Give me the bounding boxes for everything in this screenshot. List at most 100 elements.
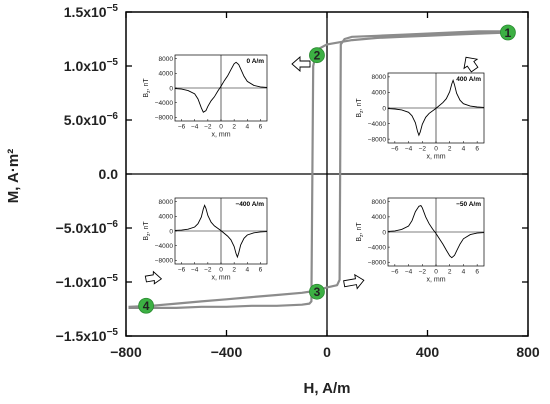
inset-background xyxy=(354,194,488,286)
inset-y-tick-label: 8000 xyxy=(159,199,174,206)
y-tick-label: −1.0x10−5 xyxy=(56,273,119,290)
y-tick-label: −1.5x10−5 xyxy=(56,327,119,344)
inset-0-a-per-m: 8000 4000 0 −4000 −8000 −6 −4 −2 0 2 4 6 x, mm Bz, nT… xyxy=(141,51,271,141)
inset-x-title: x, mm xyxy=(211,275,230,282)
inset-y-tick-label: 4000 xyxy=(372,214,387,221)
inset-x-tick-label: −6 xyxy=(391,146,399,153)
arrow-4-to-inset xyxy=(144,270,163,285)
inset-x-tick-label: −2 xyxy=(204,267,212,274)
x-tick-label: −800 xyxy=(110,344,142,360)
inset-field-annotation: 400 A/m xyxy=(456,76,481,83)
x-tick-label: 800 xyxy=(516,344,540,360)
inset-y-tick-label: −4000 xyxy=(155,100,174,107)
inset-400-a-per-m: 8000 4000 0 −4000 −8000 −6 −4 −2 0 2 4 6 x, mm Bz, nT… xyxy=(354,69,488,163)
inset-x-tick-label: −4 xyxy=(405,146,413,153)
inset-x-tick-label: 2 xyxy=(232,124,236,131)
inset-x-tick-label: −2 xyxy=(204,124,212,131)
inset-x-tick-label: 4 xyxy=(245,267,249,274)
inset-minus-50-a-per-m: 8000 4000 0 −4000 −8000 −6 −4 −2 0 2 4 6 x, mm Bz, nT… xyxy=(354,194,488,286)
inset-y-tick-label: −4000 xyxy=(155,243,174,250)
x-axis-ticks: −800 −400 0 400 800 xyxy=(110,12,540,360)
inset-x-tick-label: 6 xyxy=(259,267,263,274)
y-tick-label: 1.0x10−5 xyxy=(64,57,119,74)
inset-x-tick-label: −4 xyxy=(405,269,413,276)
inset-y-tick-label: −8000 xyxy=(155,258,174,265)
inset-y-tick-label: 0 xyxy=(169,85,173,92)
inset-field-annotation: −400 A/m xyxy=(236,201,265,208)
inset-x-tick-label: 2 xyxy=(232,267,236,274)
inset-y-tick-label: −8000 xyxy=(368,136,387,143)
arrow-2-to-inset xyxy=(291,56,311,72)
inset-x-tick-label: 4 xyxy=(245,124,249,131)
inset-x-tick-label: 4 xyxy=(462,269,466,276)
inset-x-tick-label: 0 xyxy=(219,124,223,131)
inset-x-tick-label: 6 xyxy=(475,146,479,153)
inset-y-tick-label: 4000 xyxy=(159,214,174,221)
inset-bz-curve xyxy=(387,79,485,137)
inset-x-title: x, mm xyxy=(426,154,445,161)
inset-background xyxy=(141,51,271,141)
inset-y-tick-label: −8000 xyxy=(368,260,387,267)
inset-x-tick-label: −6 xyxy=(391,269,399,276)
inset-x-tick-label: −2 xyxy=(419,269,427,276)
loop-markers: 1 2 3 4 xyxy=(138,24,516,314)
inset-x-tick-label: −4 xyxy=(191,267,199,274)
marker-label-3: 3 xyxy=(314,285,321,299)
marker-label-2: 2 xyxy=(314,49,321,63)
inset-x-tick-label: 2 xyxy=(448,146,452,153)
inset-y-tick-label: −8000 xyxy=(155,115,174,122)
y-tick-label: 5.0x10−6 xyxy=(64,111,119,128)
inset-x-tick-label: 6 xyxy=(259,124,263,131)
inset-y-tick-label: 8000 xyxy=(372,199,387,206)
inset-x-tick-label: −2 xyxy=(419,146,427,153)
marker-circle-4 xyxy=(138,297,155,314)
marker-circle-3 xyxy=(309,283,325,300)
y-tick-label: 1.5x10−5 xyxy=(64,3,119,20)
inset-x-tick-label: −6 xyxy=(178,267,186,274)
marker-circle-1 xyxy=(499,24,516,41)
inset-field-annotation: −50 A/m xyxy=(456,201,481,208)
inset-bz-curve xyxy=(174,204,268,259)
inset-y-tick-label: 0 xyxy=(382,229,386,236)
inset-x-tick-label: 0 xyxy=(219,267,223,274)
inset-x-tick-label: 4 xyxy=(462,146,466,153)
marker-circle-2 xyxy=(309,47,325,64)
inset-y-title: Bz, nT xyxy=(143,78,152,98)
inset-y-tick-label: 8000 xyxy=(159,56,174,63)
y-axis-ticks: 1.5x10−5 1.0x10−5 5.0x10−6 0.0 −5.0x10−6 −1.0… xyxy=(56,3,528,344)
inset-y-tick-label: 0 xyxy=(382,105,386,112)
inset-x-title: x, mm xyxy=(211,132,230,139)
x-tick-label: −400 xyxy=(211,344,243,360)
inset-minus-400-a-per-m: 8000 4000 0 −4000 −8000 −6 −4 −2 0 2 4 6 x, mm Bz, nT… xyxy=(141,194,271,284)
inset-x-tick-label: 6 xyxy=(475,269,479,276)
inset-x-tick-label: 2 xyxy=(448,269,452,276)
y-tick-label: 0.0 xyxy=(99,166,119,182)
x-axis-title: H, A/m xyxy=(304,380,351,397)
x-tick-label: 0 xyxy=(323,344,331,360)
inset-x-tick-label: −4 xyxy=(191,124,199,131)
inset-y-title: Bz, nT xyxy=(356,98,365,118)
x-tick-label: 400 xyxy=(416,344,440,360)
inset-y-tick-label: 8000 xyxy=(372,74,387,81)
inset-y-tick-label: −4000 xyxy=(368,121,387,128)
inset-y-title: Bz, nT xyxy=(356,222,365,242)
y-tick-label: −5.0x10−6 xyxy=(56,219,119,236)
inset-x-tick-label: 0 xyxy=(434,269,438,276)
inset-x-title: x, mm xyxy=(426,277,445,284)
inset-y-tick-label: 0 xyxy=(169,228,173,235)
inset-bz-curve xyxy=(387,205,485,259)
inset-x-tick-label: 0 xyxy=(434,146,438,153)
inset-field-annotation: 0 A/m xyxy=(247,58,265,65)
y-axis-title: M, A·m² xyxy=(5,149,22,203)
inset-x-tick-label: −6 xyxy=(178,124,186,131)
arrow-1-to-inset xyxy=(463,56,479,73)
inset-background xyxy=(354,69,488,163)
inset-y-tick-label: −4000 xyxy=(368,244,387,251)
marker-label-4: 4 xyxy=(143,299,150,313)
inset-y-tick-label: 4000 xyxy=(159,71,174,78)
marker-label-1: 1 xyxy=(505,26,512,40)
inset-y-title: Bz, nT xyxy=(143,221,152,241)
inset-bz-curve xyxy=(174,61,268,113)
inset-y-tick-label: 4000 xyxy=(372,90,387,97)
